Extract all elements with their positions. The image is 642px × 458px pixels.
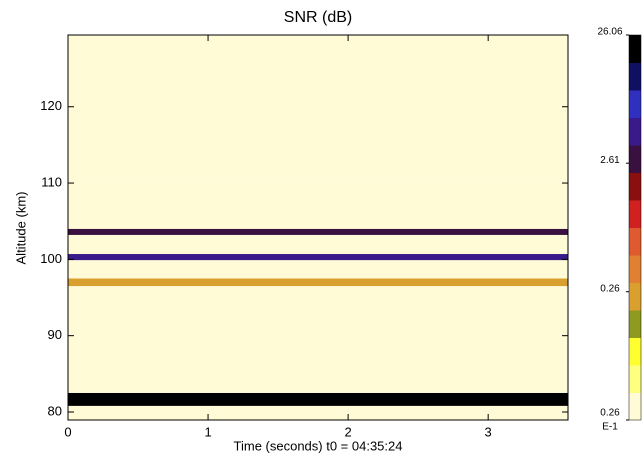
heatmap-cell — [68, 260, 568, 279]
colorbar-segment — [629, 172, 641, 201]
y-tick-label: 100 — [40, 251, 62, 266]
heatmap-cell — [68, 179, 568, 229]
plot-frame — [67, 34, 569, 421]
colorbar-segment — [629, 255, 641, 283]
colorbar-exponent: E-1 — [602, 422, 618, 433]
y-tick-label: 90 — [48, 327, 62, 342]
heatmap-cell — [68, 234, 568, 255]
x-tick-label: 2 — [344, 424, 351, 439]
y-tick-label: 80 — [48, 403, 62, 418]
heatmap-cell — [68, 254, 568, 261]
colorbar-segment — [629, 282, 641, 311]
x-tick-label: 0 — [64, 424, 71, 439]
colorbar-segment — [629, 62, 641, 91]
colorbar-segment — [629, 145, 641, 173]
colorbar-segment — [629, 117, 641, 146]
colorbar-frame — [628, 34, 642, 421]
colorbar-segment — [629, 365, 641, 393]
colorbar-tick-label: 2.61 — [600, 155, 620, 166]
colorbar-tick-label: 0.26 — [600, 283, 620, 294]
heatmap-cell — [68, 405, 568, 420]
heatmap-cell — [68, 278, 568, 287]
colorbar-tick-label: 26.06 — [597, 27, 622, 38]
heatmap-cell — [68, 392, 568, 406]
y-tick-label: 120 — [40, 98, 62, 113]
x-axis-label: Time (seconds) t0 = 04:35:24 — [234, 438, 403, 453]
heatmap-cell — [68, 228, 568, 235]
heatmap-cell — [68, 286, 568, 336]
colorbar-tick-label: 0.26 — [600, 408, 620, 419]
colorbar-segment — [629, 227, 641, 256]
colorbar-segment — [629, 392, 641, 421]
colorbar-segment — [629, 35, 641, 63]
heatmap-cell — [68, 335, 568, 393]
heatmap-cell — [68, 35, 568, 180]
colorbar-segment — [629, 200, 641, 228]
y-axis-label: Altitude (km) — [13, 192, 28, 265]
y-tick-label: 110 — [41, 174, 62, 189]
colorbar-segment — [629, 337, 641, 366]
x-tick-label: 3 — [485, 424, 492, 439]
colorbar-segment — [629, 90, 641, 118]
chart-title: SNR (dB) — [284, 9, 352, 26]
colorbar-segment — [629, 310, 641, 338]
x-tick-label: 1 — [204, 424, 211, 439]
